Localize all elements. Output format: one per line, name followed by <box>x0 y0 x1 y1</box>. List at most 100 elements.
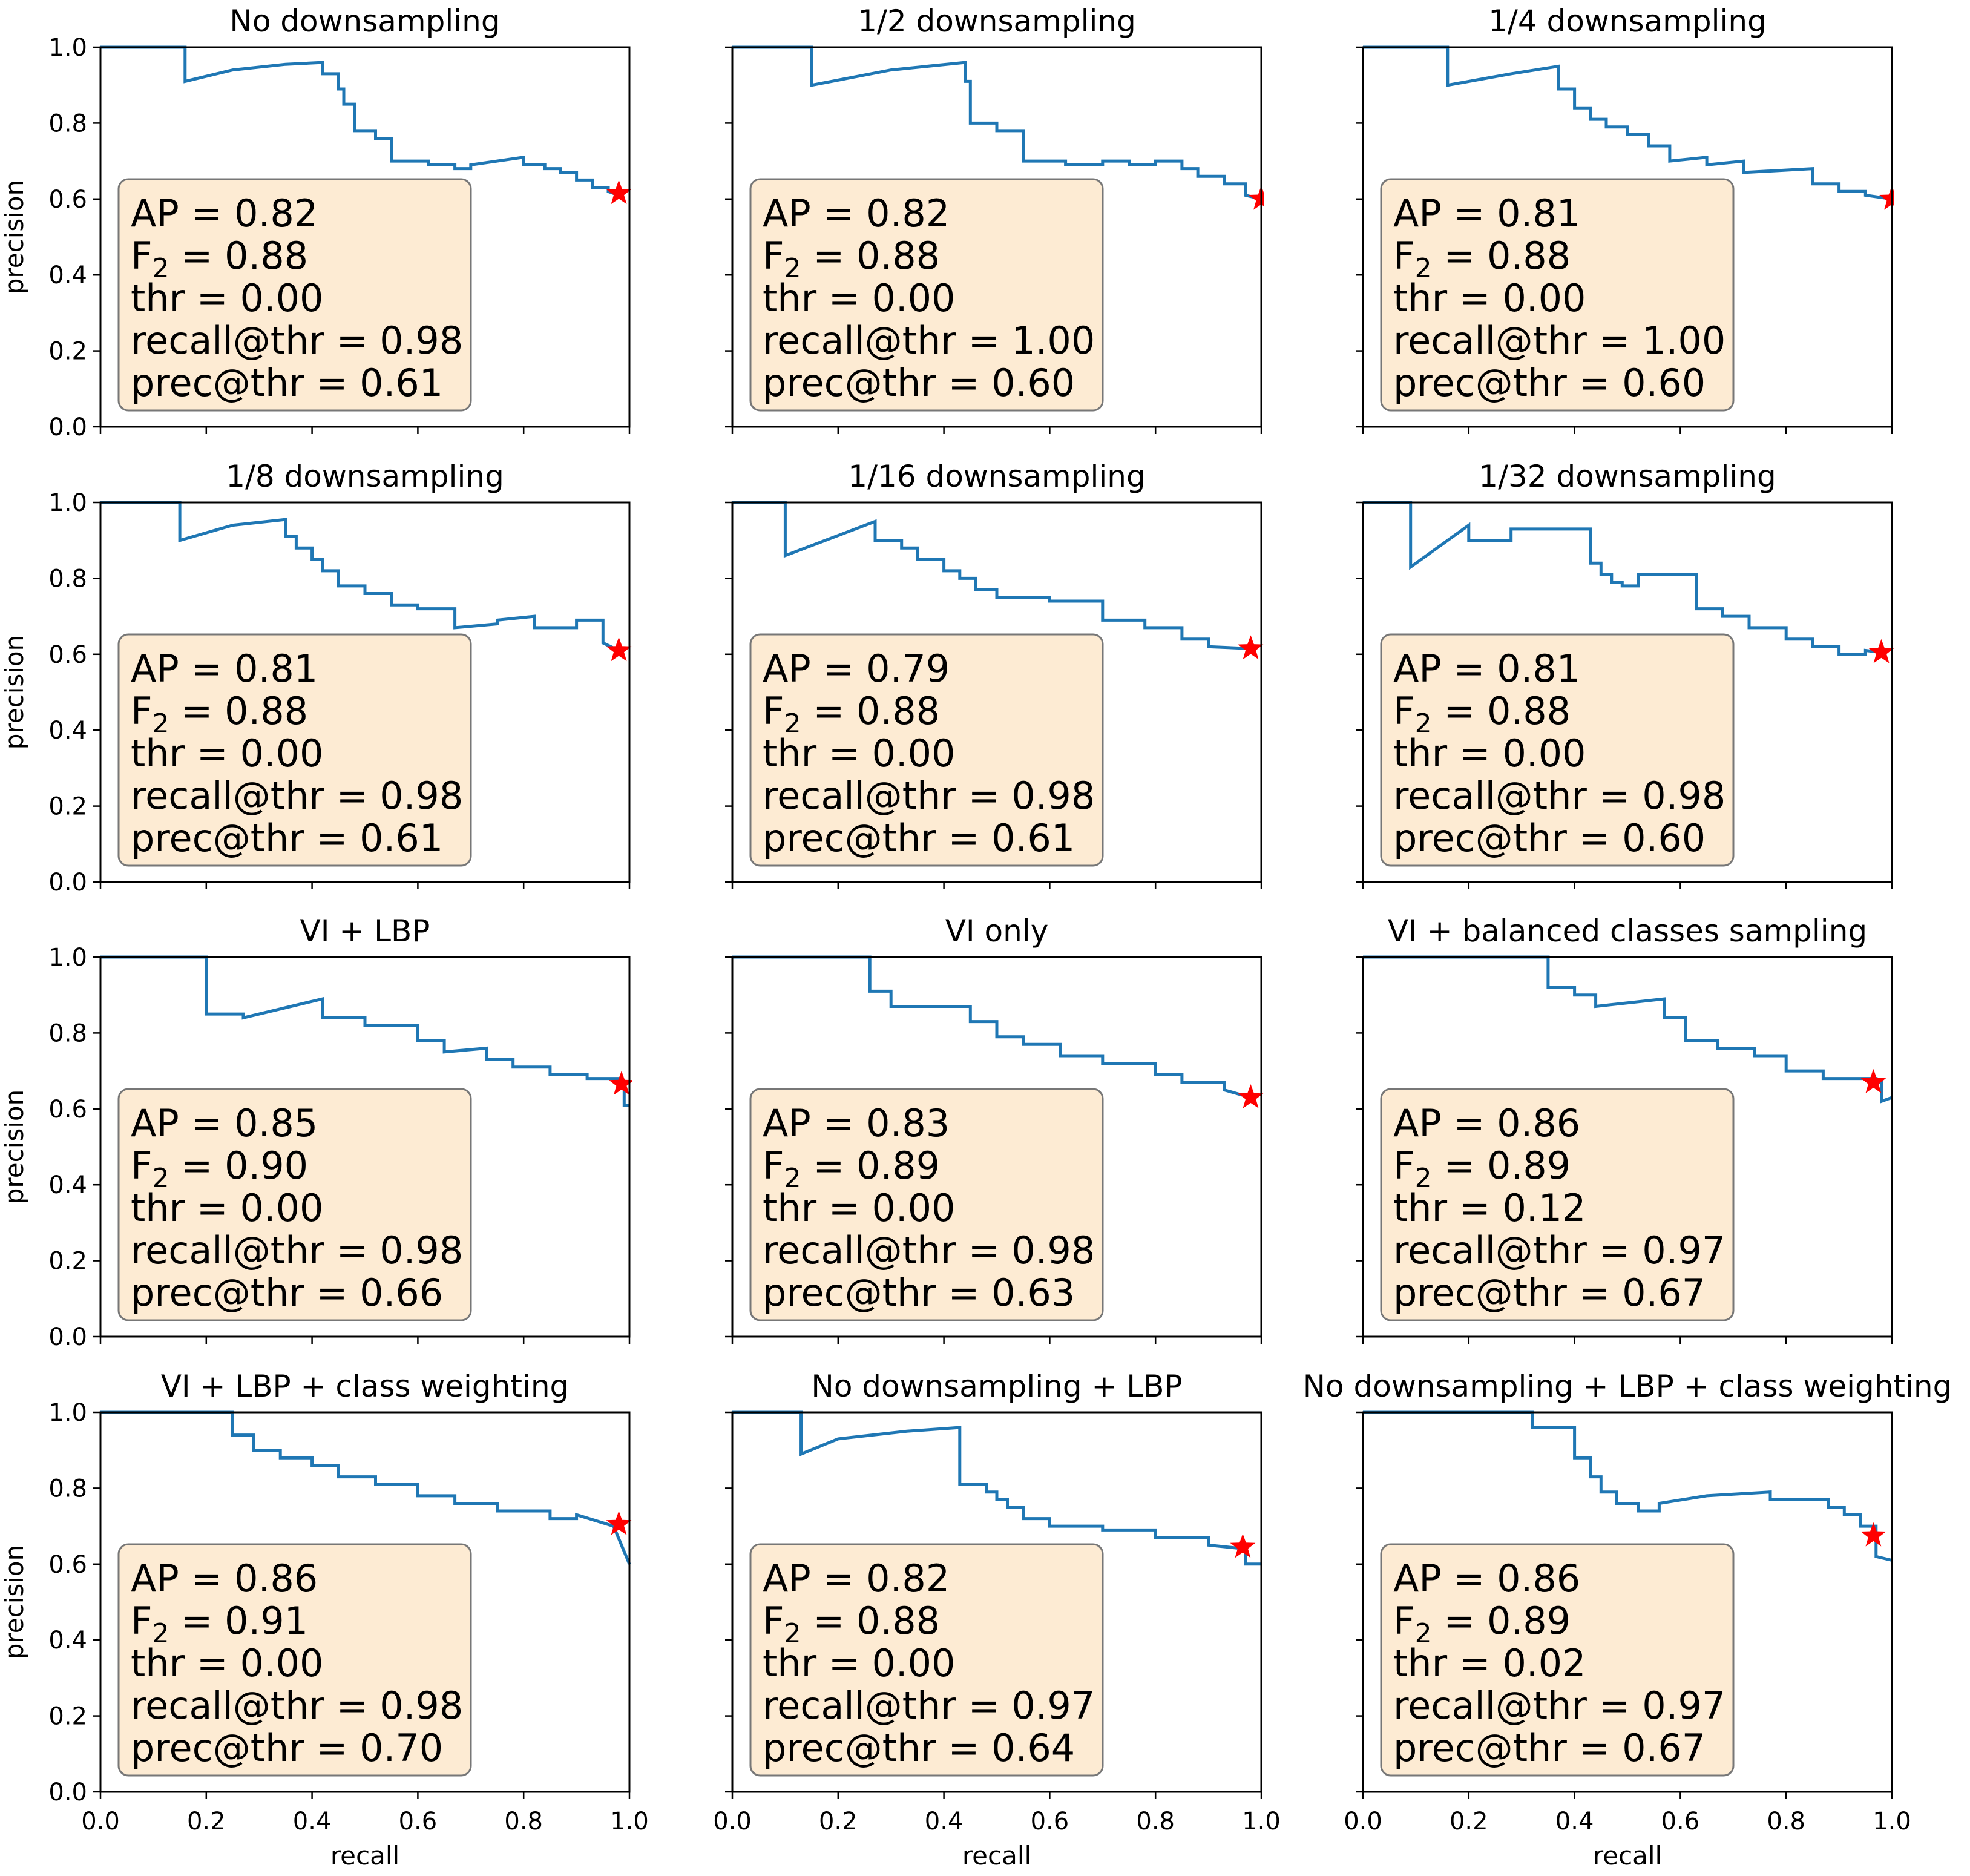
ap-text: AP = 0.82 <box>131 191 318 235</box>
metrics-box <box>749 1088 1104 1321</box>
f2-text: F2 = 0.88 <box>131 234 308 284</box>
x-axis-label: recall <box>1593 1841 1662 1871</box>
thr-text: thr = 0.00 <box>763 731 956 775</box>
thr-text: thr = 0.00 <box>763 1641 956 1685</box>
recall-at-thr-text: recall@thr = 0.98 <box>131 1228 463 1272</box>
axes-frame <box>731 1411 1262 1793</box>
thr-text: thr = 0.00 <box>131 731 324 775</box>
pr-curve-line <box>1363 501 1882 656</box>
y-tick-label: 0.6 <box>48 186 87 214</box>
subplot-title: No downsampling + LBP + class weighting <box>1303 1369 1952 1404</box>
metrics-box <box>117 633 472 867</box>
operating-point-star <box>609 1071 632 1095</box>
prec-at-thr-text: prec@thr = 0.60 <box>763 361 1075 405</box>
y-tick-label: 0.2 <box>48 1248 87 1275</box>
operating-point-star <box>1238 1084 1264 1108</box>
x-tick-label: 0.2 <box>1450 1808 1488 1835</box>
y-tick-label: 0.6 <box>48 641 87 669</box>
subplot-12: No downsampling + LBP + class weighting 0… <box>1303 1369 1952 1871</box>
recall-at-thr-text: recall@thr = 0.97 <box>1393 1683 1725 1728</box>
pr-curve-line <box>732 45 1262 201</box>
recall-at-thr-text: recall@thr = 0.98 <box>1393 774 1725 818</box>
subplot-9: VI + balanced classes sampling AP = 0.86F… <box>1356 913 1893 1344</box>
y-axis-label: precision <box>0 635 29 749</box>
y-tick-label: 0.6 <box>48 1096 87 1124</box>
subplot-title: VI + balanced classes sampling <box>1388 913 1867 949</box>
f2-text: F2 = 0.89 <box>763 1144 940 1194</box>
y-axis-label: precision <box>0 180 29 294</box>
x-tick-label: 0.2 <box>187 1808 226 1835</box>
x-tick-label: 0.2 <box>819 1808 858 1835</box>
y-tick-label: 0.4 <box>48 1171 87 1199</box>
prec-at-thr-text: prec@thr = 0.61 <box>131 816 443 860</box>
y-tick-label: 0.2 <box>48 338 87 366</box>
subplot-title: 1/4 downsampling <box>1488 4 1767 39</box>
subplot-7: VI + LBP 0.0 0.2 0.4 0.6 0.8 1.0 precision AP = … <box>0 913 632 1351</box>
axes-frame <box>99 46 631 428</box>
x-tick-label: 1.0 <box>1873 1808 1911 1835</box>
pr-curve-line <box>1363 1410 1893 1562</box>
y-tick-label: 1.0 <box>48 1399 87 1427</box>
y-tick-label: 0.8 <box>48 565 87 593</box>
x-tick-label: 0.4 <box>925 1808 964 1835</box>
prec-at-thr-text: prec@thr = 0.60 <box>1393 361 1706 405</box>
pr-curve-line <box>1363 45 1893 201</box>
y-axis-label: precision <box>0 1090 29 1204</box>
subplot-10: VI + LBP + class weighting 0.0 0.2 0.4 0.6 0.… <box>0 1369 649 1871</box>
x-tick-label: 1.0 <box>610 1808 649 1835</box>
recall-at-thr-text: recall@thr = 0.98 <box>763 1228 1095 1272</box>
y-tick-label: 1.0 <box>48 489 87 517</box>
y-tick-label: 0.8 <box>48 1475 87 1502</box>
f2-text: F2 = 0.90 <box>131 1144 308 1194</box>
f2-text: F2 = 0.88 <box>1393 689 1571 739</box>
axes-frame <box>99 1411 631 1793</box>
operating-point-star <box>1860 1068 1886 1093</box>
ap-text: AP = 0.81 <box>1393 191 1580 235</box>
subplot-title: 1/2 downsampling <box>858 4 1136 39</box>
prec-at-thr-text: prec@thr = 0.67 <box>1393 1726 1706 1770</box>
metrics-box <box>1380 633 1735 867</box>
pr-curve-line <box>732 501 1251 650</box>
metrics-box <box>1380 178 1735 412</box>
recall-at-thr-text: recall@thr = 1.00 <box>1393 318 1725 363</box>
thr-text: thr = 0.00 <box>131 1186 324 1230</box>
y-tick-label: 0.6 <box>48 1551 87 1579</box>
recall-at-thr-text: recall@thr = 1.00 <box>763 318 1095 363</box>
f2-text: F2 = 0.88 <box>763 689 940 739</box>
operating-point-star <box>1249 185 1264 210</box>
thr-text: thr = 0.12 <box>1393 1186 1586 1230</box>
x-axis-label: recall <box>330 1841 399 1871</box>
f2-text: F2 = 0.88 <box>1393 234 1571 284</box>
metrics-box <box>749 178 1104 412</box>
ap-text: AP = 0.82 <box>763 191 950 235</box>
prec-at-thr-text: prec@thr = 0.70 <box>131 1726 443 1770</box>
axes-frame <box>731 956 1262 1338</box>
axes-frame <box>1362 1411 1893 1793</box>
metrics-box <box>117 1543 472 1777</box>
f2-text: F2 = 0.88 <box>763 234 940 284</box>
f2-text: F2 = 0.89 <box>1393 1599 1571 1649</box>
subplot-title: VI + LBP <box>300 913 430 949</box>
y-tick-label: 0.0 <box>48 1323 87 1351</box>
thr-text: thr = 0.00 <box>763 276 956 320</box>
x-tick-label: 0.4 <box>1555 1808 1594 1835</box>
thr-text: thr = 0.02 <box>1393 1641 1586 1685</box>
pr-curve-line <box>100 955 629 1107</box>
prec-at-thr-text: prec@thr = 0.66 <box>131 1271 443 1315</box>
subplot-11: No downsampling + LBP 0.0 0.2 0.4 0.6 0.8 1.0 r… <box>713 1369 1281 1871</box>
thr-text: thr = 0.00 <box>1393 276 1586 320</box>
metrics-box <box>749 1543 1104 1777</box>
thr-text: thr = 0.00 <box>131 276 324 320</box>
x-tick-label: 0.0 <box>81 1808 120 1835</box>
x-tick-label: 1.0 <box>1242 1808 1281 1835</box>
prec-at-thr-text: prec@thr = 0.64 <box>763 1726 1075 1770</box>
axes-frame <box>1362 956 1893 1338</box>
pr-curve-line <box>732 1410 1261 1566</box>
y-tick-label: 0.4 <box>48 717 87 745</box>
ap-text: AP = 0.81 <box>131 647 318 691</box>
operating-point-star <box>606 637 632 662</box>
